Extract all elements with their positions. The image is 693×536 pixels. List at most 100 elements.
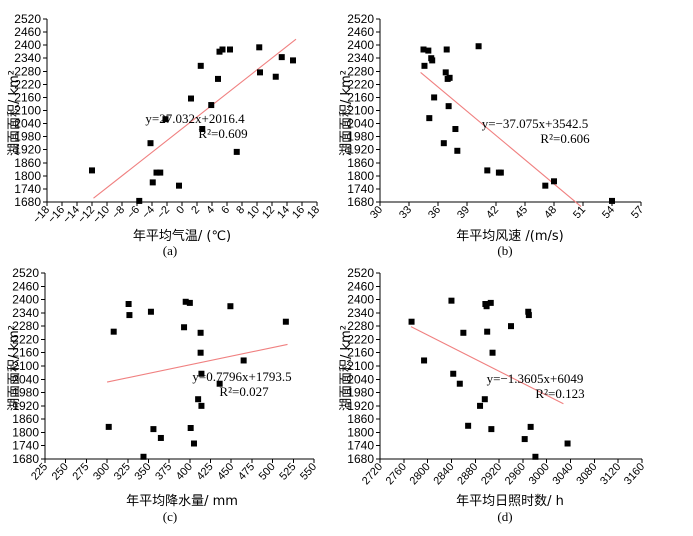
- x-tick-label: 475: [236, 461, 257, 483]
- panel-b: 1680174018001860192019802040210021602220…: [339, 12, 646, 258]
- x-tick-label: 6: [219, 204, 232, 217]
- y-tick-label: 2040: [347, 372, 374, 386]
- data-point: [542, 182, 549, 189]
- y-tick-label: 2160: [14, 90, 41, 104]
- data-point: [443, 46, 450, 53]
- data-point: [465, 422, 472, 429]
- data-point: [197, 62, 204, 69]
- data-point: [162, 116, 169, 123]
- y-tick-label: 2400: [347, 293, 374, 307]
- panel-a: 1680174018001860192019802040210021602220…: [7, 12, 322, 258]
- y-tick-label: 2520: [347, 266, 374, 280]
- data-point: [488, 426, 495, 433]
- x-tick-label: 325: [112, 461, 133, 483]
- x-tick-label: 57: [629, 204, 646, 221]
- regression-equation: y=0.7796x+1793.5: [192, 369, 291, 384]
- y-tick-label: 2460: [347, 279, 374, 293]
- data-point: [187, 425, 194, 431]
- trend-line: [410, 326, 564, 405]
- data-point: [508, 323, 514, 330]
- data-point: [182, 298, 189, 305]
- data-point: [521, 436, 528, 443]
- data-point: [195, 396, 202, 403]
- x-tick-label: 54: [600, 204, 617, 221]
- data-point: [445, 103, 452, 110]
- data-point: [446, 74, 453, 81]
- data-point: [525, 312, 532, 319]
- y-tick-label: 2520: [14, 12, 41, 26]
- data-point: [448, 297, 455, 304]
- y-tick-label: 2460: [14, 25, 41, 39]
- data-point: [157, 169, 164, 176]
- data-point: [198, 402, 205, 409]
- y-tick-label: 2100: [12, 359, 39, 373]
- data-point: [460, 329, 467, 336]
- x-tick-label: 42: [484, 204, 501, 221]
- x-tick-label: 3040: [550, 461, 575, 487]
- y-tick-label: 2520: [12, 266, 39, 280]
- y-tick-label: 1920: [12, 399, 39, 413]
- x-tick-label: 375: [153, 461, 174, 483]
- panel-d: 1680174018001860192019802040210021602220…: [339, 266, 647, 524]
- y-tick-label: 1800: [14, 169, 41, 183]
- x-tick-label: 2840: [431, 461, 456, 487]
- y-tick-label: 2040: [12, 372, 39, 386]
- panel-c: 1680174018001860192019802040210021602220…: [7, 266, 319, 524]
- x-tick-label: 525: [277, 461, 298, 483]
- data-point: [452, 126, 459, 133]
- r-squared: R²=0.027: [219, 384, 269, 399]
- data-point: [487, 299, 494, 306]
- data-point: [176, 182, 182, 189]
- y-tick-label: 2280: [347, 64, 374, 78]
- panel-label: (b): [497, 243, 512, 258]
- data-point: [421, 357, 428, 364]
- y-tick-label: 2100: [14, 104, 41, 118]
- data-point: [147, 308, 154, 315]
- y-tick-label: 2280: [347, 319, 374, 333]
- y-tick-label: 2040: [14, 117, 41, 131]
- y-tick-label: 2160: [347, 90, 374, 104]
- x-tick-label: 250: [50, 461, 71, 483]
- x-tick-label: 500: [257, 461, 278, 483]
- x-tick-label: 2760: [384, 461, 409, 487]
- y-tick-label: 1740: [12, 439, 39, 453]
- data-point: [233, 148, 240, 155]
- data-point: [272, 73, 279, 80]
- data-point: [215, 75, 221, 82]
- data-point: [481, 396, 488, 403]
- y-tick-label: 2340: [14, 51, 41, 65]
- x-tick-label: 0: [174, 204, 187, 217]
- data-point: [227, 303, 234, 310]
- y-tick-label: 2220: [12, 332, 39, 346]
- data-point: [188, 95, 194, 102]
- regression-equation: y=−1.3605x+6049: [487, 371, 584, 386]
- y-tick-label: 2340: [347, 306, 374, 320]
- y-tick-label: 2400: [347, 38, 374, 52]
- data-point: [450, 370, 457, 377]
- data-point: [256, 44, 263, 51]
- x-tick-label: 275: [70, 461, 91, 483]
- data-point: [110, 328, 117, 335]
- data-point: [105, 423, 112, 430]
- y-axis-title: 湖面面积/ km²: [7, 325, 22, 411]
- data-point: [136, 197, 143, 204]
- y-tick-label: 2100: [347, 359, 374, 373]
- x-axis-title: 年平均风速 /(m/s): [456, 229, 563, 244]
- data-point: [186, 299, 193, 306]
- y-tick-label: 1680: [14, 195, 41, 209]
- y-tick-label: 1920: [14, 143, 41, 157]
- y-tick-label: 2220: [14, 77, 41, 91]
- y-tick-label: 1860: [347, 156, 374, 170]
- data-point: [442, 69, 449, 76]
- x-tick-label: 39: [455, 204, 472, 221]
- x-tick-label: 18: [305, 204, 322, 221]
- r-squared: R²=0.123: [535, 386, 584, 401]
- regression-equation: y=−37.075x+3542.5: [482, 116, 589, 131]
- x-tick-label: 51: [571, 204, 588, 221]
- x-tick-label: 450: [215, 461, 236, 483]
- y-tick-label: 2340: [12, 306, 39, 320]
- x-tick-label: 400: [174, 461, 195, 483]
- data-point: [282, 318, 289, 325]
- y-tick-label: 1740: [347, 182, 374, 196]
- data-point: [125, 301, 132, 307]
